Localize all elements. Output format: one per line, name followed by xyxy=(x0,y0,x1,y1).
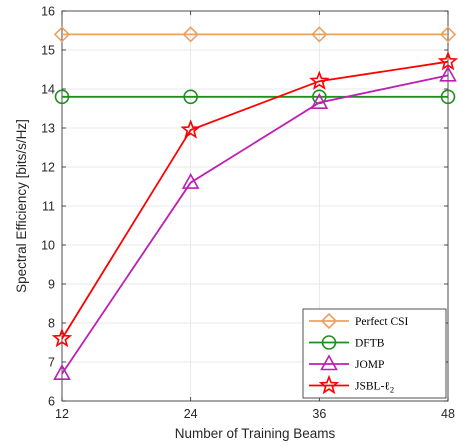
legend-entry-label: Perfect CSI xyxy=(355,316,409,328)
y-tick-label: 9 xyxy=(48,278,55,292)
y-tick-label: 12 xyxy=(41,161,55,175)
y-tick-label: 11 xyxy=(42,200,55,214)
x-tick-label: 12 xyxy=(55,407,69,421)
legend-entry-name: DFTB xyxy=(355,338,385,350)
y-tick-label: 7 xyxy=(48,356,55,370)
y-axis-label: Spectral Efficiency [bits/s/Hz] xyxy=(14,119,29,293)
y-tick-label: 8 xyxy=(48,317,55,331)
legend-entry-subscript: 2 xyxy=(390,385,394,395)
legend-entry-label: DFTB xyxy=(355,338,385,350)
legend-entry-name: JOMP xyxy=(355,359,384,371)
y-tick-label: 13 xyxy=(41,122,55,136)
x-tick-label: 24 xyxy=(184,407,198,421)
x-tick-label: 48 xyxy=(441,407,455,421)
y-tick-label: 6 xyxy=(48,395,55,409)
x-axis-label: Number of Training Beams xyxy=(175,426,336,441)
y-tick-label: 16 xyxy=(41,5,55,19)
legend-entry-label: JOMP xyxy=(355,359,384,371)
y-tick-label: 15 xyxy=(41,44,55,58)
legend: Perfect CSI DFTB JOMP JSBL-ℓ2 xyxy=(303,309,446,398)
y-tick-label: 14 xyxy=(41,83,55,97)
y-tick-label: 10 xyxy=(41,239,55,253)
legend-entry-name: JSBL-ℓ xyxy=(355,381,390,393)
legend-entry-label: JSBL-ℓ2 xyxy=(355,381,394,395)
legend-entry-name: Perfect CSI xyxy=(355,316,409,328)
x-tick-label: 36 xyxy=(312,407,326,421)
